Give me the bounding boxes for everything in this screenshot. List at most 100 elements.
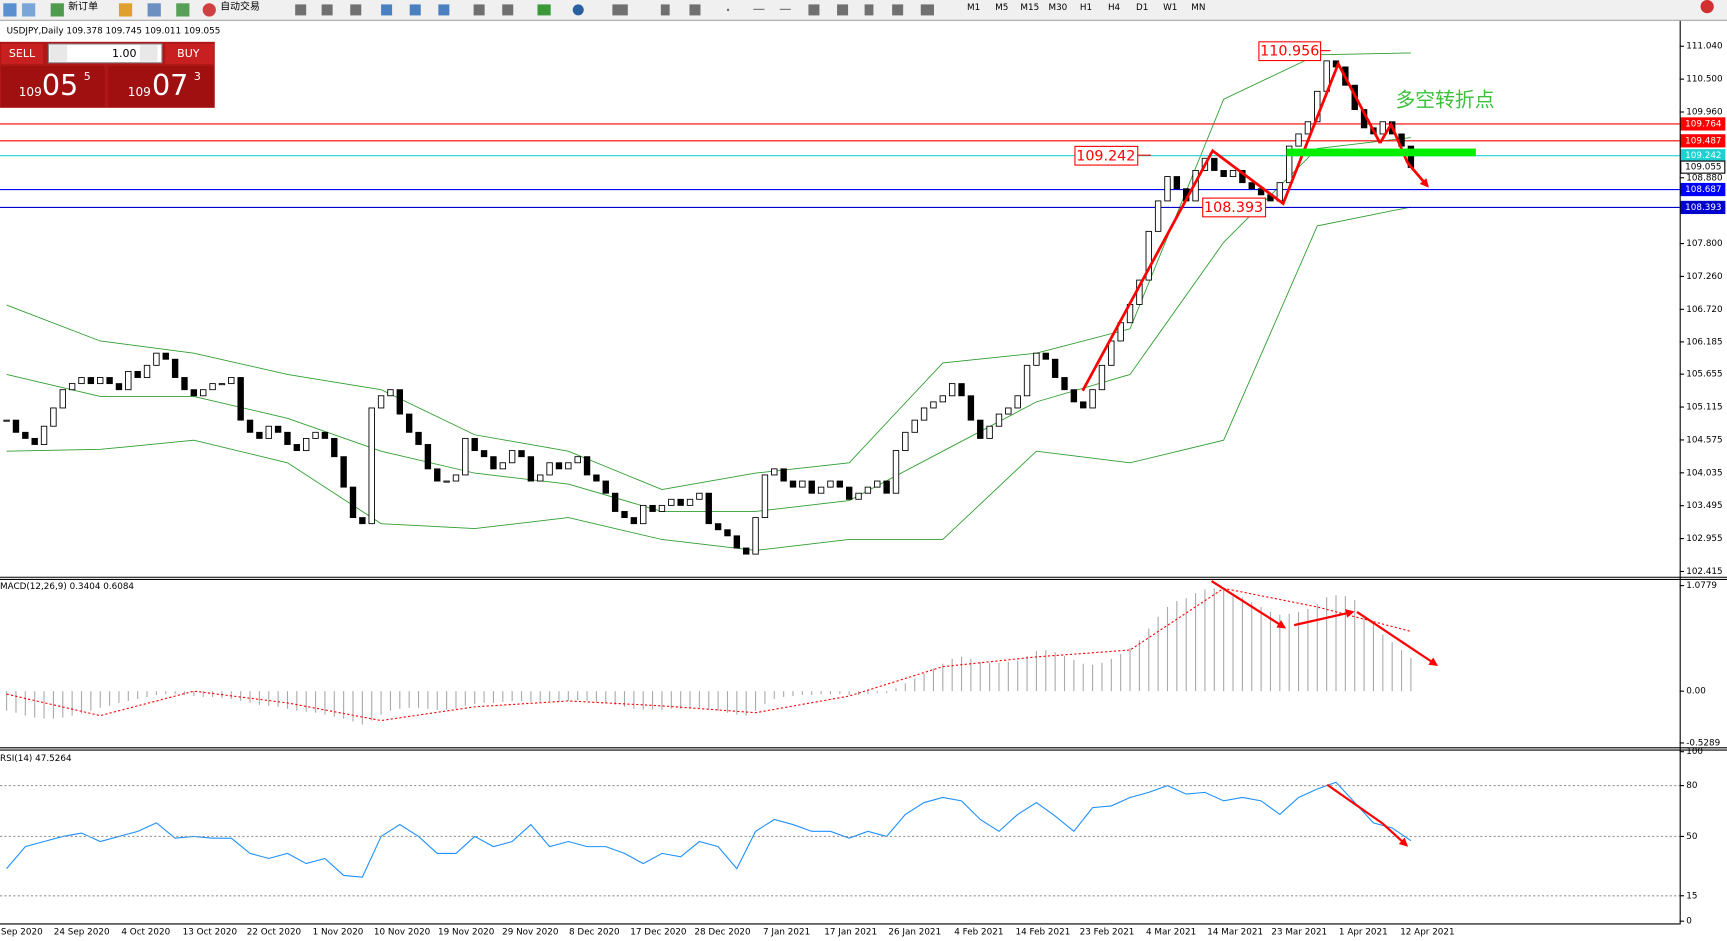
lot-decrease[interactable] bbox=[49, 45, 68, 62]
periods[interactable] bbox=[572, 4, 584, 16]
icon[interactable] bbox=[438, 4, 450, 16]
candle bbox=[12, 419, 20, 433]
indicators[interactable] bbox=[537, 4, 551, 16]
candle bbox=[424, 444, 432, 470]
new-order-icon[interactable] bbox=[50, 3, 64, 17]
candle bbox=[977, 419, 984, 439]
sell-button[interactable] bbox=[1, 44, 43, 64]
rsi-arrow bbox=[1381, 822, 1409, 847]
candle bbox=[874, 480, 881, 488]
fibo[interactable] bbox=[837, 4, 849, 16]
candle bbox=[855, 492, 862, 500]
candle bbox=[518, 450, 525, 458]
candle bbox=[789, 480, 797, 488]
candle bbox=[920, 407, 928, 421]
label-tool[interactable] bbox=[892, 4, 904, 16]
text-tool[interactable] bbox=[864, 4, 874, 16]
candle bbox=[845, 486, 853, 500]
x-tick-label: 19 Nov 2020 bbox=[438, 928, 495, 938]
templates[interactable] bbox=[612, 4, 628, 16]
candle bbox=[733, 535, 741, 549]
candle bbox=[349, 486, 357, 519]
buy-price-big: 109 bbox=[128, 85, 151, 99]
auto-trading-button[interactable]: 自动交易 bbox=[220, 0, 260, 13]
candle bbox=[499, 462, 506, 470]
icon[interactable] bbox=[147, 3, 161, 17]
cursor[interactable] bbox=[660, 4, 670, 16]
sell-label[interactable]: SELL bbox=[9, 47, 36, 60]
vline[interactable] bbox=[726, 8, 730, 12]
timeframe-button[interactable]: M30 bbox=[1048, 3, 1067, 13]
candle bbox=[209, 383, 216, 391]
buy-price[interactable] bbox=[107, 66, 214, 107]
alert-badge[interactable] bbox=[1700, 0, 1714, 14]
timeframe-button[interactable]: W1 bbox=[1163, 3, 1177, 13]
timeframe-button[interactable]: M1 bbox=[967, 3, 980, 13]
candle bbox=[621, 511, 628, 519]
y-tick-label: 15 bbox=[1686, 891, 1697, 901]
candle bbox=[293, 444, 301, 452]
candle bbox=[1248, 182, 1255, 190]
y-tick-label: 102.955 bbox=[1686, 534, 1722, 544]
lot-increase[interactable] bbox=[139, 45, 158, 62]
timeframe-button[interactable]: D1 bbox=[1136, 3, 1148, 13]
drawings bbox=[1081, 60, 1439, 847]
y-tick-label: 80 bbox=[1686, 781, 1698, 791]
new-order-button[interactable]: 新订单 bbox=[68, 0, 98, 13]
toolbar bbox=[0, 0, 1727, 20]
buy-button[interactable] bbox=[165, 44, 214, 64]
candle bbox=[134, 370, 141, 378]
timeframe-button[interactable]: H1 bbox=[1080, 3, 1092, 13]
annotation-box bbox=[1202, 197, 1267, 218]
candle bbox=[1211, 157, 1218, 171]
timeframe-button[interactable]: MN bbox=[1191, 3, 1205, 13]
auto-trading-icon[interactable] bbox=[202, 3, 216, 17]
icon[interactable] bbox=[473, 4, 485, 16]
candle bbox=[78, 377, 85, 385]
candle bbox=[480, 450, 488, 458]
crosshair[interactable] bbox=[689, 4, 701, 16]
chart-title: USDJPY,Daily 109.378 109.745 109.011 109… bbox=[7, 26, 221, 36]
icon[interactable] bbox=[350, 4, 362, 16]
candle bbox=[640, 504, 647, 525]
trendline[interactable] bbox=[779, 8, 791, 10]
candle bbox=[1164, 176, 1171, 202]
arrows-tool[interactable] bbox=[920, 4, 934, 16]
hline[interactable] bbox=[753, 8, 765, 10]
candle bbox=[321, 431, 329, 439]
icon[interactable] bbox=[3, 3, 17, 17]
zoom-out[interactable] bbox=[409, 4, 421, 16]
icon[interactable] bbox=[176, 3, 190, 17]
x-tick-label: 4 Mar 2021 bbox=[1146, 928, 1196, 938]
icon[interactable] bbox=[502, 4, 514, 16]
timeframe-button[interactable]: M5 bbox=[995, 3, 1008, 13]
icon[interactable] bbox=[295, 4, 307, 16]
candle bbox=[68, 383, 76, 391]
lot-input[interactable] bbox=[47, 43, 163, 64]
channel[interactable] bbox=[808, 4, 820, 16]
x-tick-label: 24 Sep 2020 bbox=[54, 928, 110, 938]
candle bbox=[1304, 121, 1312, 135]
buy-label[interactable]: BUY bbox=[177, 47, 200, 60]
price-label: 108.687 bbox=[1685, 185, 1721, 195]
icon[interactable] bbox=[22, 3, 36, 17]
timeframe-button[interactable]: H4 bbox=[1108, 3, 1121, 13]
candle bbox=[696, 492, 703, 500]
zoom-in[interactable] bbox=[381, 4, 393, 16]
lot-value[interactable]: 1.00 bbox=[112, 47, 137, 60]
x-tick-label: 17 Jan 2021 bbox=[824, 928, 877, 938]
timeframe-button[interactable]: M15 bbox=[1020, 3, 1039, 13]
candle bbox=[265, 425, 272, 439]
candle bbox=[97, 377, 104, 385]
candle bbox=[995, 413, 1003, 427]
x-tick-label: 13 Oct 2020 bbox=[183, 928, 238, 938]
candle bbox=[1379, 121, 1387, 135]
icon[interactable] bbox=[118, 3, 133, 17]
icon[interactable] bbox=[321, 4, 333, 16]
candle bbox=[911, 419, 918, 433]
candle bbox=[246, 419, 254, 433]
candle bbox=[302, 437, 310, 452]
candle bbox=[1108, 340, 1115, 366]
sell-price[interactable] bbox=[1, 66, 105, 107]
y-tick-label: -0.5289 bbox=[1686, 738, 1720, 748]
